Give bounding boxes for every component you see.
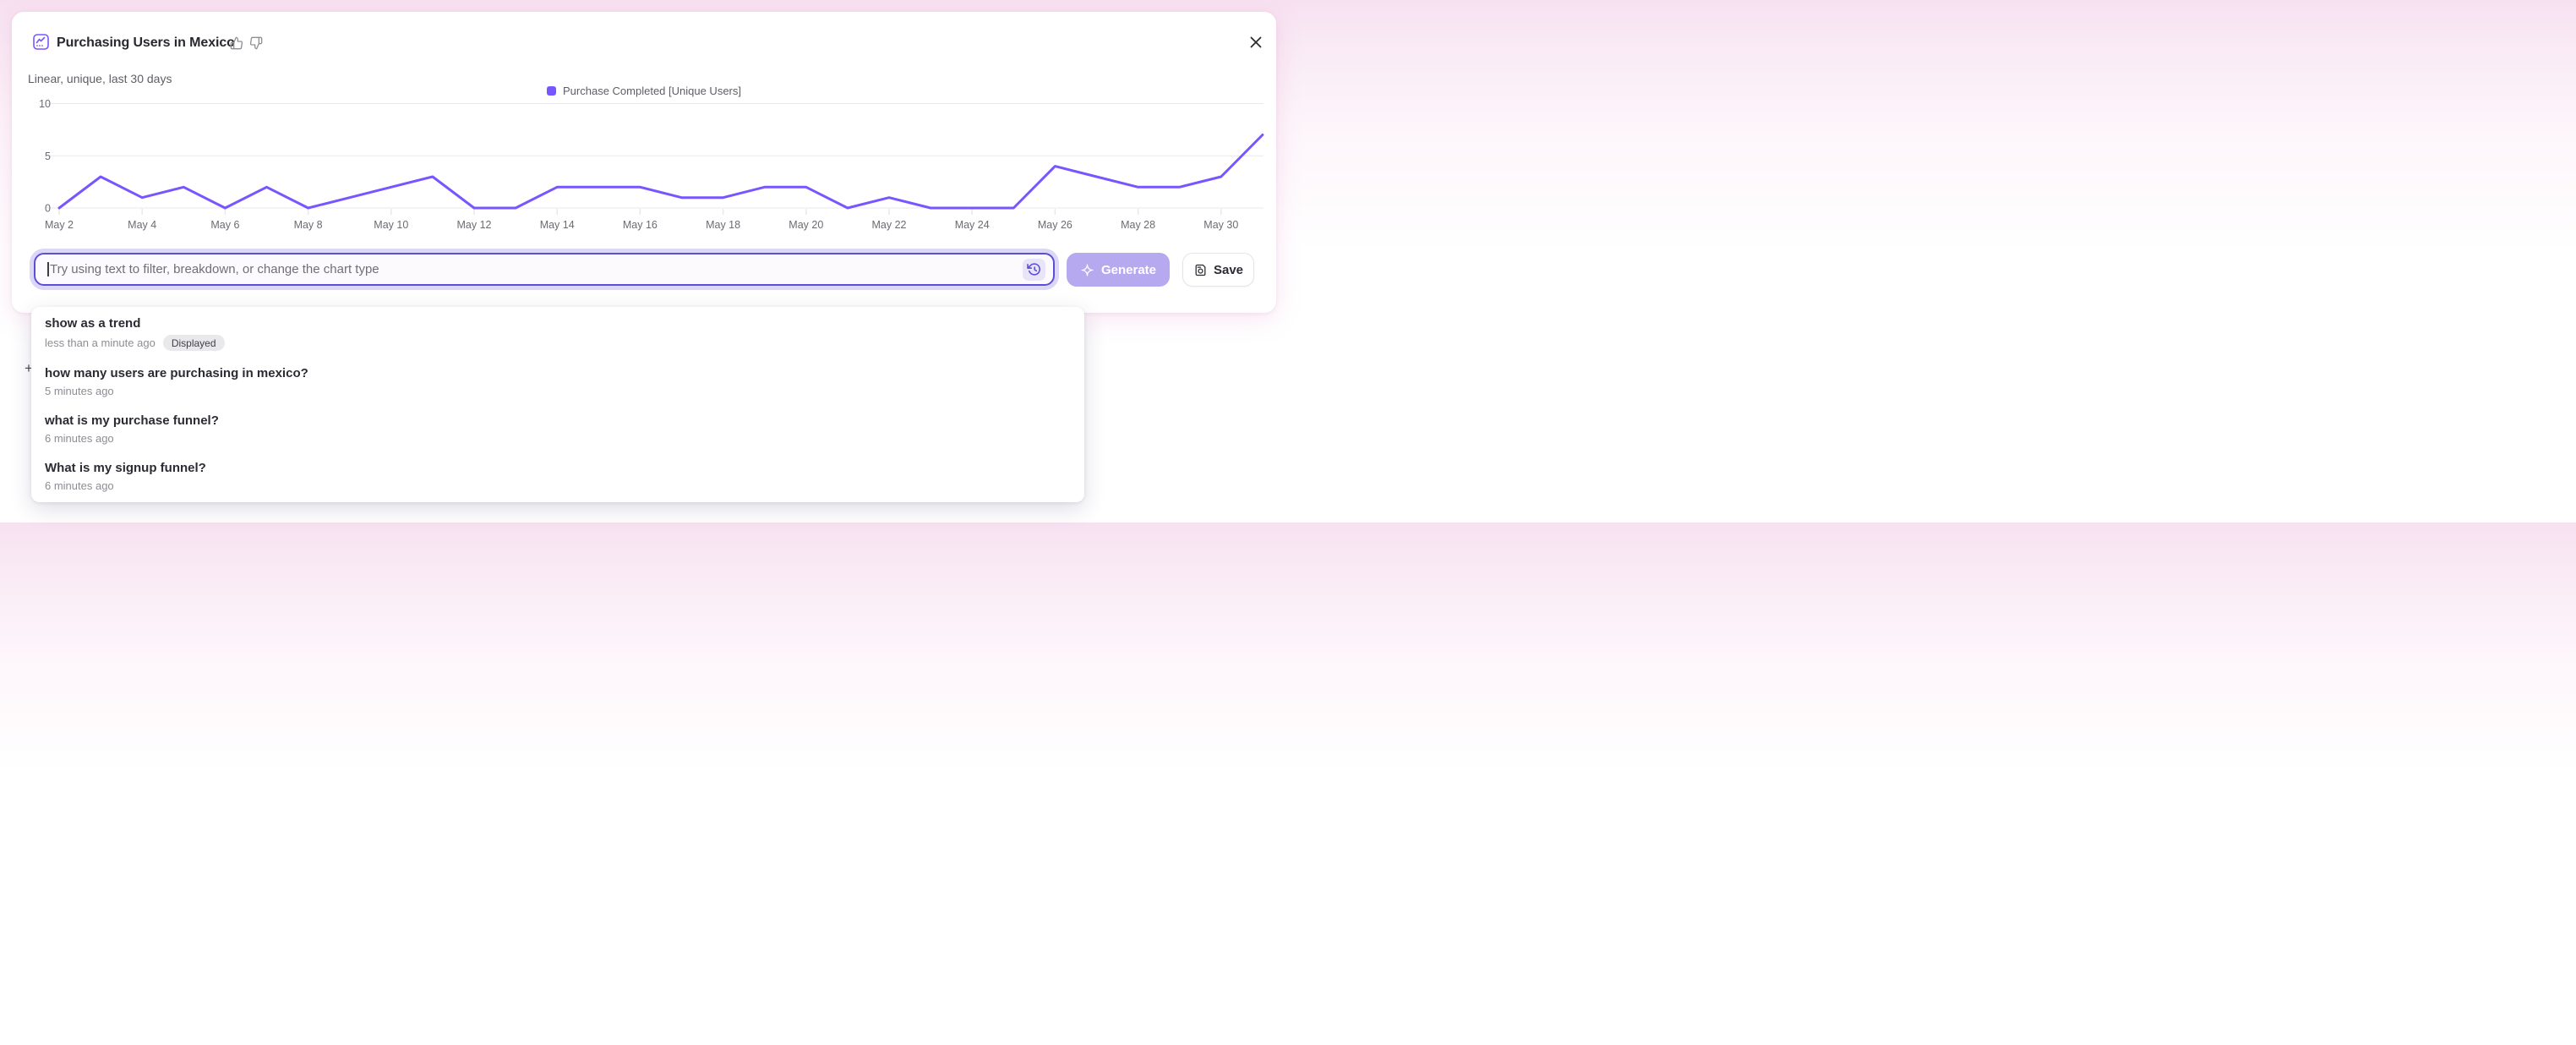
history-item[interactable]: What is my signup funnel? 6 minutes ago [31,453,1084,501]
page-title: Purchasing Users in Mexico [57,36,235,50]
history-item-title: what is my purchase funnel? [45,413,219,428]
prompt-composer [34,253,1055,286]
svg-text:May 14: May 14 [540,219,575,231]
svg-text:5: 5 [45,150,51,162]
text-caret [47,262,49,276]
svg-text:May 18: May 18 [706,219,740,231]
generate-button[interactable]: Generate [1067,253,1170,287]
history-item-time: 6 minutes ago [45,479,114,492]
insights-chart-icon [33,34,49,50]
history-item-title: how many users are purchasing in mexico? [45,366,308,380]
history-clock-icon [1027,263,1040,276]
history-item-title: show as a trend [45,316,141,331]
svg-text:May 20: May 20 [789,219,823,231]
chart-subtitle: Linear, unique, last 30 days [28,72,172,85]
history-item-time: less than a minute ago [45,336,156,349]
svg-text:May 4: May 4 [128,219,156,231]
svg-text:May 12: May 12 [457,219,492,231]
svg-text:May 16: May 16 [623,219,658,231]
thumbs-up-icon[interactable] [230,36,243,50]
close-icon[interactable] [1247,34,1264,51]
chart-legend: Purchase Completed [Unique Users] [12,85,1276,97]
save-icon [1195,264,1206,276]
chart-card: Purchasing Users in Mexico Linear, uniqu… [12,12,1276,313]
history-item[interactable]: show as a trend less than a minute ago Dis… [31,309,1084,358]
history-item[interactable]: what is my purchase funnel? 6 minutes ago [31,406,1084,453]
prompt-input[interactable] [35,254,1053,284]
svg-text:May 10: May 10 [374,219,408,231]
history-button[interactable] [1023,258,1045,281]
svg-text:May 6: May 6 [210,219,239,231]
svg-text:May 30: May 30 [1203,219,1238,231]
history-item-title: What is my signup funnel? [45,461,206,475]
svg-text:May 28: May 28 [1121,219,1155,231]
sparkle-icon [1081,263,1094,276]
history-item-time: 5 minutes ago [45,385,114,397]
svg-text:May 22: May 22 [872,219,907,231]
svg-text:May 24: May 24 [955,219,990,231]
svg-text:May 2: May 2 [45,219,74,231]
save-button[interactable]: Save [1182,253,1254,287]
svg-text:May 8: May 8 [294,219,323,231]
legend-swatch [547,86,556,96]
page: { "header": { "title": "Purchasing Users… [0,0,1288,522]
displayed-badge: Displayed [162,335,225,351]
line-chart: 0 5 10 May 2 May 4 May 6 May 8 May 10 May 12 May … [39,100,1264,231]
svg-text:10: 10 [39,100,51,110]
history-item-time: 6 minutes ago [45,432,114,445]
legend-label: Purchase Completed [Unique Users] [563,85,741,97]
save-label: Save [1213,262,1244,277]
generate-label: Generate [1100,262,1157,277]
plus-glyph[interactable]: + [25,360,33,376]
history-item[interactable]: how many users are purchasing in mexico?… [31,358,1084,406]
svg-text:0: 0 [45,203,51,215]
svg-text:May 26: May 26 [1038,219,1072,231]
prompt-history-dropdown: show as a trend less than a minute ago Dis… [31,307,1084,502]
thumbs-down-icon[interactable] [249,36,263,50]
